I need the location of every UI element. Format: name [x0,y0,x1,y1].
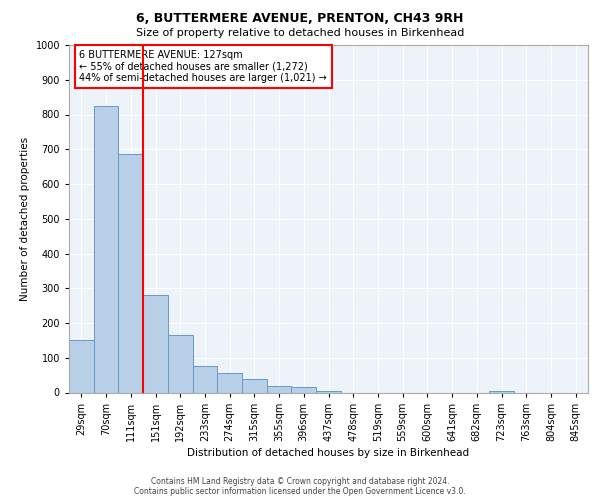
Text: 6, BUTTERMERE AVENUE, PRENTON, CH43 9RH: 6, BUTTERMERE AVENUE, PRENTON, CH43 9RH [136,12,464,26]
Bar [94,106,118,393]
Text: Size of property relative to detached houses in Birkenhead: Size of property relative to detached ho… [136,28,464,38]
Bar [316,391,341,392]
Bar [118,154,143,392]
Bar [489,391,514,392]
X-axis label: Distribution of detached houses by size in Birkenhead: Distribution of detached houses by size … [187,448,470,458]
Bar [292,388,316,392]
Bar [168,335,193,392]
Bar [193,366,217,392]
Bar [242,378,267,392]
Bar [217,374,242,392]
Text: Contains HM Land Registry data © Crown copyright and database right 2024.
Contai: Contains HM Land Registry data © Crown c… [134,476,466,496]
Text: 6 BUTTERMERE AVENUE: 127sqm
← 55% of detached houses are smaller (1,272)
44% of : 6 BUTTERMERE AVENUE: 127sqm ← 55% of det… [79,50,327,84]
Bar [143,295,168,392]
Bar [69,340,94,392]
Y-axis label: Number of detached properties: Number of detached properties [20,136,30,301]
Bar [267,386,292,392]
